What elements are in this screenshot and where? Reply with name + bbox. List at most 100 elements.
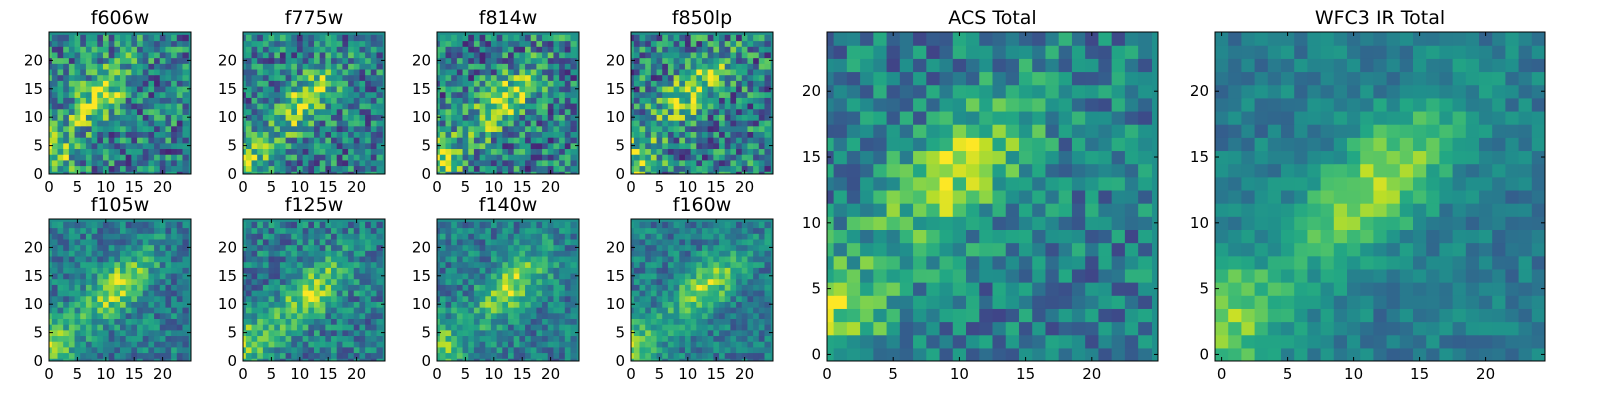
heatmap-cell	[120, 307, 127, 314]
heatmap-cell	[131, 250, 138, 257]
heatmap-cell	[176, 352, 184, 359]
heatmap-cell	[519, 329, 526, 337]
heatmap-cell	[279, 74, 287, 81]
heatmap-cell	[148, 46, 155, 53]
heatmap-cell	[513, 63, 520, 70]
heatmap-cell	[359, 244, 366, 251]
heatmap-cell	[268, 51, 275, 59]
heatmap-cell	[462, 63, 469, 70]
heatmap-cell	[243, 46, 247, 53]
heatmap-cell	[125, 57, 132, 64]
heatmap-cell	[650, 131, 658, 138]
heatmap-cell	[451, 165, 458, 172]
heatmap-cell	[747, 40, 754, 47]
heatmap-cell	[97, 80, 104, 87]
heatmap-cell	[57, 352, 64, 359]
heatmap-cell	[724, 341, 731, 348]
heatmap-cell	[353, 80, 361, 87]
heatmap-cell	[176, 346, 184, 354]
heatmap-cell	[456, 307, 464, 314]
heatmap-cell	[468, 227, 475, 234]
heatmap-cell	[519, 341, 526, 348]
heatmap-cell	[479, 46, 486, 53]
heatmap-cell	[747, 352, 754, 359]
axes-frame	[48, 31, 192, 175]
heatmap-cell	[331, 261, 338, 268]
x-tick-label: 5	[655, 178, 665, 196]
heatmap-cell	[359, 148, 366, 155]
heatmap-cell	[553, 352, 560, 359]
heatmap-cell	[336, 346, 343, 354]
heatmap-cell	[291, 250, 298, 257]
heatmap-cell	[370, 301, 378, 308]
heatmap-cell	[102, 261, 110, 268]
heatmap-cell	[108, 80, 115, 87]
heatmap-cell	[251, 318, 258, 325]
heatmap-cell	[176, 318, 184, 325]
heatmap-cell	[268, 97, 275, 104]
heatmap-cell	[91, 68, 98, 76]
heatmap-cell	[80, 358, 87, 361]
heatmap-cell	[724, 154, 731, 161]
heatmap-cell	[319, 51, 326, 59]
heatmap-cell	[353, 250, 361, 257]
y-tick-label: 15	[412, 80, 431, 98]
heatmap-cell	[268, 329, 275, 337]
heatmap-cell	[690, 148, 697, 155]
heatmap-cell	[502, 40, 509, 47]
heatmap-cell	[724, 171, 731, 174]
heatmap-cell	[314, 290, 321, 297]
heatmap-cell	[736, 85, 743, 93]
heatmap-cell	[257, 159, 264, 167]
y-tick-label: 0	[227, 165, 237, 183]
heatmap-cell	[302, 148, 309, 155]
heatmap-cell	[730, 74, 737, 81]
heatmap-cell	[302, 307, 309, 314]
heatmap-cell	[176, 63, 184, 70]
heatmap-cell	[63, 63, 70, 70]
heatmap-cell	[302, 335, 309, 342]
heatmap-cell	[530, 238, 537, 246]
heatmap-cell	[331, 63, 338, 70]
heatmap-cell	[314, 159, 321, 167]
heatmap-cell	[120, 154, 127, 161]
heatmap-cell	[125, 312, 132, 319]
heatmap-cell	[479, 290, 486, 297]
heatmap-cell	[336, 114, 343, 121]
heatmap-cell	[456, 63, 464, 70]
heatmap-cell	[97, 68, 104, 76]
heatmap-cell	[125, 335, 132, 342]
heatmap-cell	[296, 108, 304, 115]
heatmap-cell	[302, 91, 309, 98]
heatmap-cell	[268, 154, 275, 161]
heatmap-cell	[57, 324, 64, 331]
heatmap-cell	[439, 97, 447, 104]
heatmap-cell	[262, 80, 270, 87]
heatmap-cell	[667, 114, 675, 121]
heatmap-cell	[154, 324, 161, 331]
heatmap-cell	[513, 40, 520, 47]
heatmap-cell	[530, 329, 537, 337]
heatmap-cell	[650, 97, 658, 104]
heatmap-cell	[49, 290, 53, 297]
heatmap-cell	[513, 131, 520, 138]
heatmap-cell	[736, 103, 743, 110]
heatmap-cell	[63, 255, 70, 263]
heatmap-cell	[439, 51, 447, 59]
heatmap-cell	[650, 335, 658, 342]
heatmap-cell	[176, 329, 184, 337]
heatmap-cell	[159, 120, 167, 127]
heatmap-cell	[342, 159, 349, 167]
heatmap-cell	[633, 159, 641, 167]
heatmap-cell	[348, 301, 355, 308]
heatmap-cell	[376, 68, 383, 76]
heatmap-cell	[325, 68, 332, 76]
heatmap-cell	[679, 63, 686, 70]
heatmap-cell	[485, 284, 492, 291]
heatmap-cell	[536, 267, 543, 274]
heatmap-cell	[553, 51, 560, 59]
heatmap-cell	[49, 324, 53, 331]
heatmap-cell	[80, 34, 87, 42]
heatmap-cell	[473, 120, 481, 127]
heatmap-cell	[279, 221, 287, 229]
